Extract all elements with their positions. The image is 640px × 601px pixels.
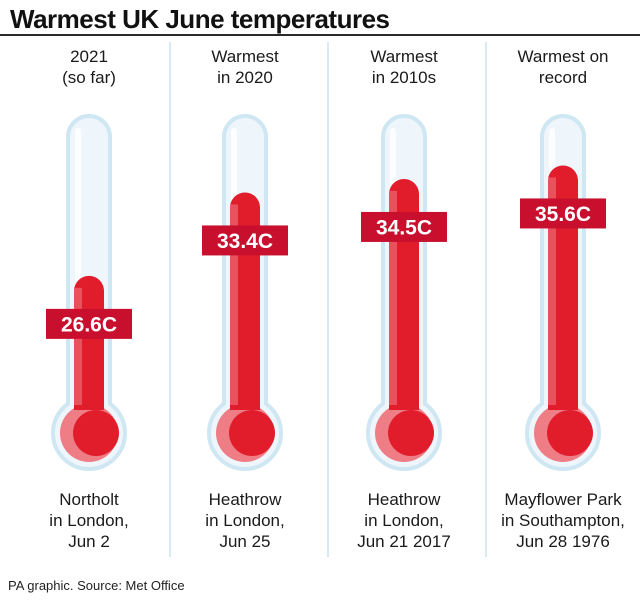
column-divider-3 [485,42,487,557]
column-caption-2: Heathrow in London, Jun 21 2017 [357,490,451,551]
value-label-box-3 [520,198,606,229]
mercury-shade-strip-2 [389,190,397,405]
value-label-1: 33.4C [217,230,273,253]
column-header-1: Warmest in 2020 [211,47,279,87]
mercury-bulb-3 [547,410,593,456]
mercury-bulb-0 [73,410,119,456]
mercury-shade-strip-0 [74,287,82,405]
column-caption-1: Heathrow in London, Jun 25 [205,490,285,551]
column-header-3: Warmest on record [517,47,609,87]
column-caption-3: Mayflower Park in Southampton, Jun 28 19… [501,490,625,551]
source-footer: PA graphic. Source: Met Office [8,578,185,593]
value-label-box-1 [202,225,288,256]
value-label-3: 35.6C [535,203,591,226]
value-label-box-2 [361,211,447,242]
title-rule [0,34,640,36]
value-label-0: 26.6C [61,313,117,336]
mercury-shade-strip-1 [230,204,238,405]
value-label-box-0 [46,308,132,339]
column-header-2: Warmest in 2010s [370,47,438,87]
chart-title: Warmest UK June temperatures [10,4,390,34]
column-divider-2 [327,42,329,557]
column-divider-1 [169,42,171,557]
value-label-2: 34.5C [376,216,432,239]
mercury-bulb-2 [388,410,434,456]
column-header-0: 2021 (so far) [62,47,116,87]
mercury-shade-strip-3 [548,177,556,405]
column-caption-0: Northolt in London, Jun 2 [49,490,129,551]
mercury-bulb-1 [229,410,275,456]
